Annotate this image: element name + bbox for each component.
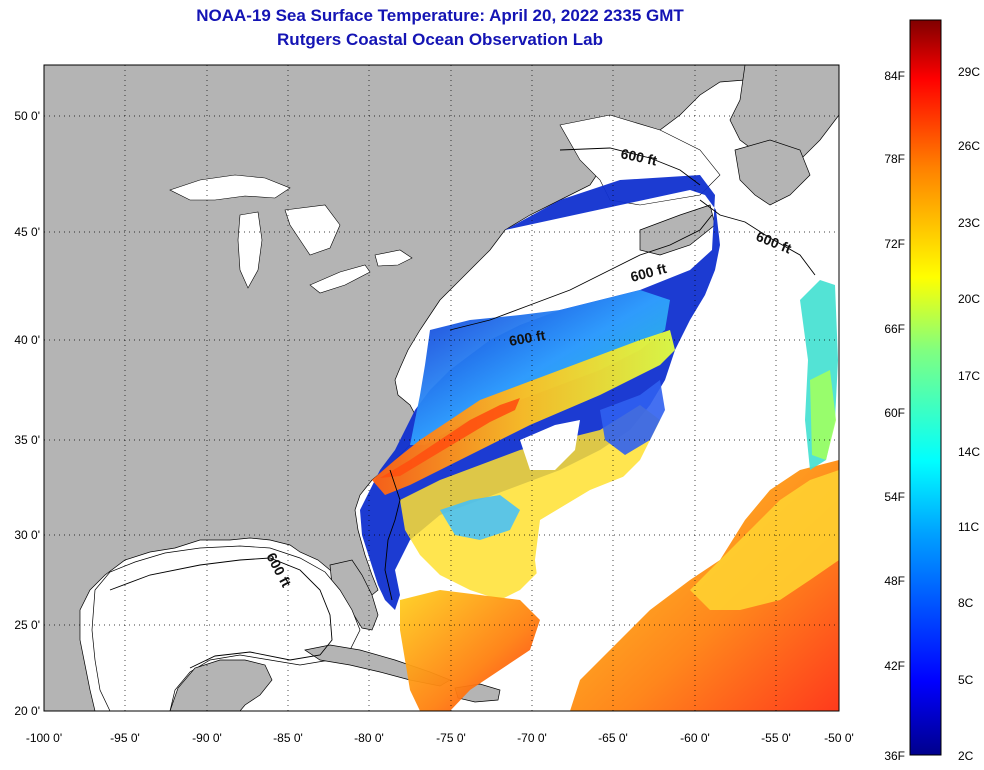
isobath-contours	[109, 147, 816, 669]
land-north-america	[44, 65, 751, 711]
latitude-label: 25 0'	[14, 618, 40, 632]
colorbar-c-label: 17C	[958, 369, 980, 383]
plot-frame	[43, 64, 840, 712]
latitude-label: 45 0'	[14, 225, 40, 239]
latitude-label: 40 0'	[14, 333, 40, 347]
latitude-label: 35 0'	[14, 433, 40, 447]
colorbar-c-label: 29C	[958, 65, 980, 79]
longitude-label: -70 0'	[517, 731, 547, 745]
colorbar-f-label: 78F	[884, 152, 905, 166]
land-yucatan	[169, 659, 273, 711]
longitude-label: -90 0'	[192, 731, 222, 745]
longitude-label: -60 0'	[680, 731, 710, 745]
land-nova-scotia	[639, 204, 716, 256]
land-newfoundland	[734, 139, 811, 206]
longitude-label: -100 0'	[26, 731, 62, 745]
colorbar	[909, 19, 942, 756]
colorbar-c-label: 5C	[958, 673, 974, 687]
colorbar-f-label: 42F	[884, 659, 905, 673]
colorbar-f-label: 48F	[884, 574, 905, 588]
longitude-label: -65 0'	[598, 731, 628, 745]
map-title: NOAA-19 Sea Surface Temperature: April 2…	[196, 6, 684, 25]
colorbar-f-label: 66F	[884, 322, 905, 336]
lake-huron	[284, 204, 341, 256]
latitude-label: 30 0'	[14, 528, 40, 542]
colorbar-f-label: 60F	[884, 406, 905, 420]
latitude-label: 50 0'	[14, 109, 40, 123]
colorbar-f-label: 72F	[884, 237, 905, 251]
lake-erie	[309, 264, 371, 294]
map-subtitle: Rutgers Coastal Ocean Observation Lab	[277, 30, 603, 49]
colorbar-f-label: 84F	[884, 69, 905, 83]
longitude-label: -50 0'	[824, 731, 854, 745]
latitude-label: 20 0'	[14, 704, 40, 718]
colorbar-c-label: 14C	[958, 445, 980, 459]
latitude-labels: 20 0' 25 0' 30 0' 35 0' 40 0' 45 0' 50 0'	[14, 109, 40, 718]
colorbar-c-label: 26C	[958, 139, 980, 153]
lake-superior	[169, 174, 291, 201]
longitude-label: -85 0'	[273, 731, 303, 745]
colorbar-c-label: 23C	[958, 216, 980, 230]
lake-ontario	[374, 249, 413, 267]
colorbar-f-label: 36F	[884, 749, 905, 763]
contour-label-600ft: 600 ft	[619, 145, 658, 168]
colorbar-c-label: 20C	[958, 292, 980, 306]
longitude-label: -75 0'	[436, 731, 466, 745]
lake-michigan	[237, 211, 263, 289]
longitude-label: -95 0'	[110, 731, 140, 745]
colorbar-c-label: 11C	[958, 520, 979, 534]
contour-label-600ft: 600 ft	[508, 327, 547, 349]
colorbar-f-label: 54F	[884, 490, 905, 504]
colorbar-celsius-labels: 29C 26C 23C 20C 17C 14C 11C 8C 5C 2C	[958, 65, 980, 763]
colorbar-c-label: 2C	[958, 749, 974, 763]
sst-swath	[360, 175, 839, 711]
colorbar-c-label: 8C	[958, 596, 974, 610]
longitude-labels: -100 0' -95 0' -90 0' -85 0' -80 0' -75 0' -70…	[26, 731, 854, 745]
longitude-label: -55 0'	[761, 731, 791, 745]
colorbar-fahrenheit-labels: 84F 78F 72F 66F 60F 54F 48F 42F 36F	[884, 69, 905, 763]
longitude-label: -80 0'	[354, 731, 384, 745]
